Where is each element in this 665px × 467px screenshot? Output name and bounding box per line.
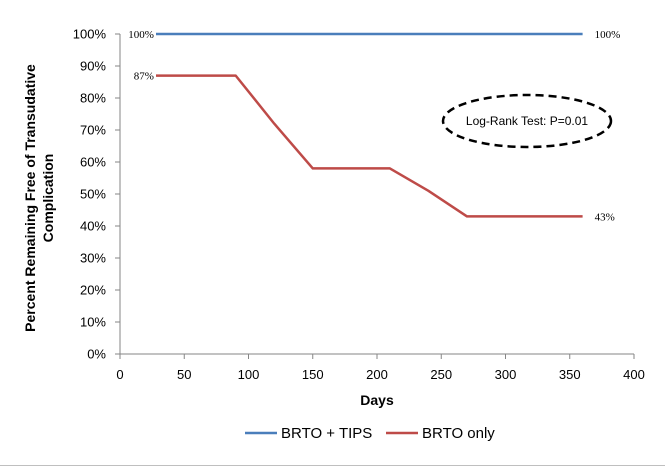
y-tick-label: 100% — [73, 27, 107, 42]
y-tick-label: 20% — [80, 283, 106, 298]
x-tick-labels: 0 50 100 150 200 250 300 350 400 — [116, 367, 644, 382]
y-tick-label: 0% — [87, 347, 106, 362]
x-tick-label: 250 — [430, 367, 452, 382]
x-tick-label: 200 — [366, 367, 388, 382]
data-label: 43% — [595, 211, 615, 223]
x-tick-label: 0 — [116, 367, 123, 382]
series-line-2 — [156, 74, 583, 218]
legend-label-1: BRTO + TIPS — [281, 425, 372, 442]
annotation-text: Log-Rank Test: P=0.01 — [466, 114, 589, 128]
y-axis-title-line1: Percent Remaining Free of Transudative — [22, 64, 38, 332]
x-tick-label: 350 — [559, 367, 581, 382]
y-tick-labels: 0% 10% 20% 30% 40% 50% 60% 70% 80% 90% 100% — [73, 27, 107, 362]
x-tick-label: 150 — [302, 367, 324, 382]
data-label: 87% — [134, 71, 154, 83]
x-tick-label: 50 — [177, 367, 191, 382]
y-tick-label: 40% — [80, 219, 106, 234]
y-tick-label: 30% — [80, 251, 106, 266]
x-tick-label: 100 — [238, 367, 260, 382]
y-tick-label: 90% — [80, 59, 106, 74]
chart-axes — [115, 33, 635, 359]
y-axis-title-line2: Complication — [40, 154, 56, 243]
y-tick-label: 60% — [80, 155, 106, 170]
y-tick-label: 70% — [80, 123, 106, 138]
legend: BRTO + TIPS BRTO only — [245, 425, 495, 442]
y-tick-label: 50% — [80, 187, 106, 202]
data-label: 100% — [595, 29, 621, 41]
data-labels: 100% 100% 87% 43% — [128, 29, 620, 223]
y-tick-label: 80% — [80, 91, 106, 106]
x-axis-title: Days — [360, 392, 394, 408]
data-label: 100% — [128, 29, 154, 41]
annotation-ellipse — [441, 93, 613, 149]
x-tick-label: 400 — [623, 367, 645, 382]
chart-series — [156, 32, 583, 218]
legend-label-2: BRTO only — [422, 425, 495, 442]
x-tick-label: 300 — [495, 367, 517, 382]
y-tick-label: 10% — [80, 315, 106, 330]
